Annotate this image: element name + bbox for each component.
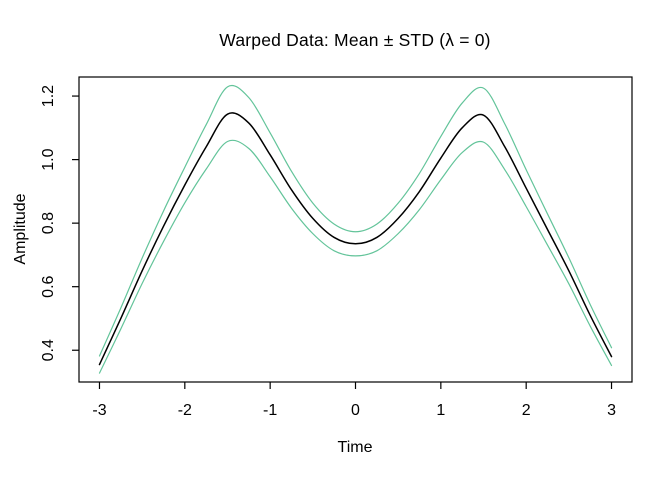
mean-minus-std-line <box>98 139 613 374</box>
data-curves <box>98 84 613 374</box>
y-tick-label: 0.4 <box>40 339 57 361</box>
y-tick-label: 1.2 <box>40 85 57 107</box>
x-tick-label: 0 <box>351 402 360 419</box>
x-tick-label: -2 <box>178 402 192 419</box>
chart-title: Warped Data: Mean ± STD (λ = 0) <box>219 30 490 50</box>
y-axis-ticks: 0.4 0.6 0.8 1.0 1.2 <box>40 85 79 361</box>
y-tick-label: 0.6 <box>40 275 57 297</box>
x-tick-label: -1 <box>263 402 277 419</box>
x-tick-label: 3 <box>607 402 616 419</box>
y-tick-label: 1.0 <box>40 148 57 170</box>
x-axis-label: Time <box>338 439 373 456</box>
x-tick-label: 2 <box>522 402 531 419</box>
y-tick-label: 0.8 <box>40 212 57 234</box>
mean-plus-std-line <box>98 84 613 357</box>
y-axis-label: Amplitude <box>12 193 29 264</box>
x-axis-ticks: -3 -2 -1 0 1 2 3 <box>92 382 616 419</box>
x-tick-label: -3 <box>92 402 106 419</box>
mean-line <box>98 112 613 366</box>
x-tick-label: 1 <box>436 402 445 419</box>
